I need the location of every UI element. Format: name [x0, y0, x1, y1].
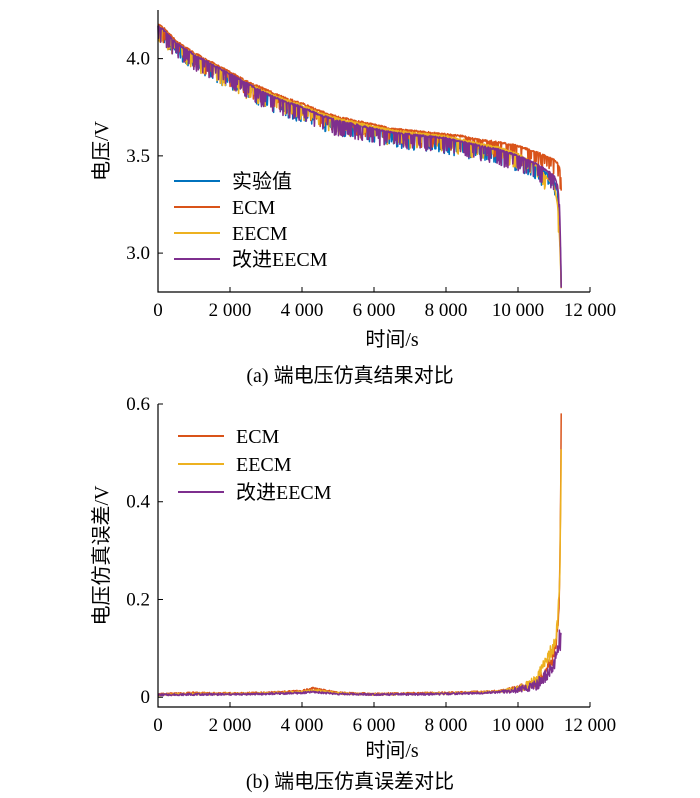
y-tick-label: 3.0 — [126, 243, 150, 264]
legend-label: ECM — [236, 426, 280, 448]
axes-frame — [157, 404, 590, 708]
legend-label: 改进EECM — [232, 248, 328, 271]
y-tick-label: 0 — [141, 687, 151, 708]
y-tick-label: 3.5 — [126, 146, 150, 167]
x-tick-label: 10 000 — [492, 715, 544, 736]
series-line-EECM — [157, 449, 562, 697]
legend-label: 实验值 — [232, 170, 292, 193]
x-tick-label: 4 000 — [281, 715, 324, 736]
axes-frame — [157, 10, 590, 293]
series-line-改进EECM — [157, 629, 562, 697]
x-tick-label: 4 000 — [281, 300, 324, 321]
figure-caption: (b) 端电压仿真误差对比 — [246, 770, 454, 793]
x-tick-label: 0 — [153, 715, 163, 736]
x-tick-label: 12 000 — [564, 715, 616, 736]
y-axis-label: 电压/V — [90, 120, 113, 181]
x-axis-label: 时间/s — [365, 739, 419, 762]
x-tick-label: 8 000 — [425, 300, 468, 321]
x-tick-label: 8 000 — [425, 715, 468, 736]
x-tick-label: 6 000 — [353, 300, 396, 321]
y-tick-label: 4.0 — [126, 49, 150, 70]
y-tick-label: 0.4 — [126, 492, 150, 513]
series-line-ECM — [157, 413, 562, 696]
y-axis-label: 电压仿真误差/V — [90, 485, 113, 626]
series-line-EECM — [157, 25, 562, 289]
panel-a-voltage-comparison: 0 2 000 4 000 6 000 8 000 10 000 12 000 3.0 3.5 4… — [90, 10, 616, 387]
y-tick-label: 0.2 — [126, 589, 150, 610]
legend-label: 改进EECM — [236, 481, 332, 504]
x-tick-label: 0 — [153, 300, 163, 321]
y-tick-label: 0.6 — [126, 394, 150, 415]
x-tick-label: 10 000 — [492, 300, 544, 321]
legend-label: EECM — [232, 223, 288, 245]
x-tick-label: 6 000 — [353, 715, 396, 736]
x-axis-label: 时间/s — [365, 328, 419, 351]
x-tick-label: 2 000 — [209, 715, 252, 736]
legend-label: ECM — [232, 197, 276, 219]
series-line-改进EECM — [157, 25, 562, 288]
x-tick-label: 12 000 — [564, 300, 616, 321]
x-tick-label: 2 000 — [209, 300, 252, 321]
figure-caption: (a) 端电压仿真结果对比 — [246, 364, 453, 387]
panel-b-error-comparison: 0 2 000 4 000 6 000 8 000 10 000 12 000 0 0.2 0.4… — [90, 394, 616, 793]
legend-label: EECM — [236, 454, 292, 476]
